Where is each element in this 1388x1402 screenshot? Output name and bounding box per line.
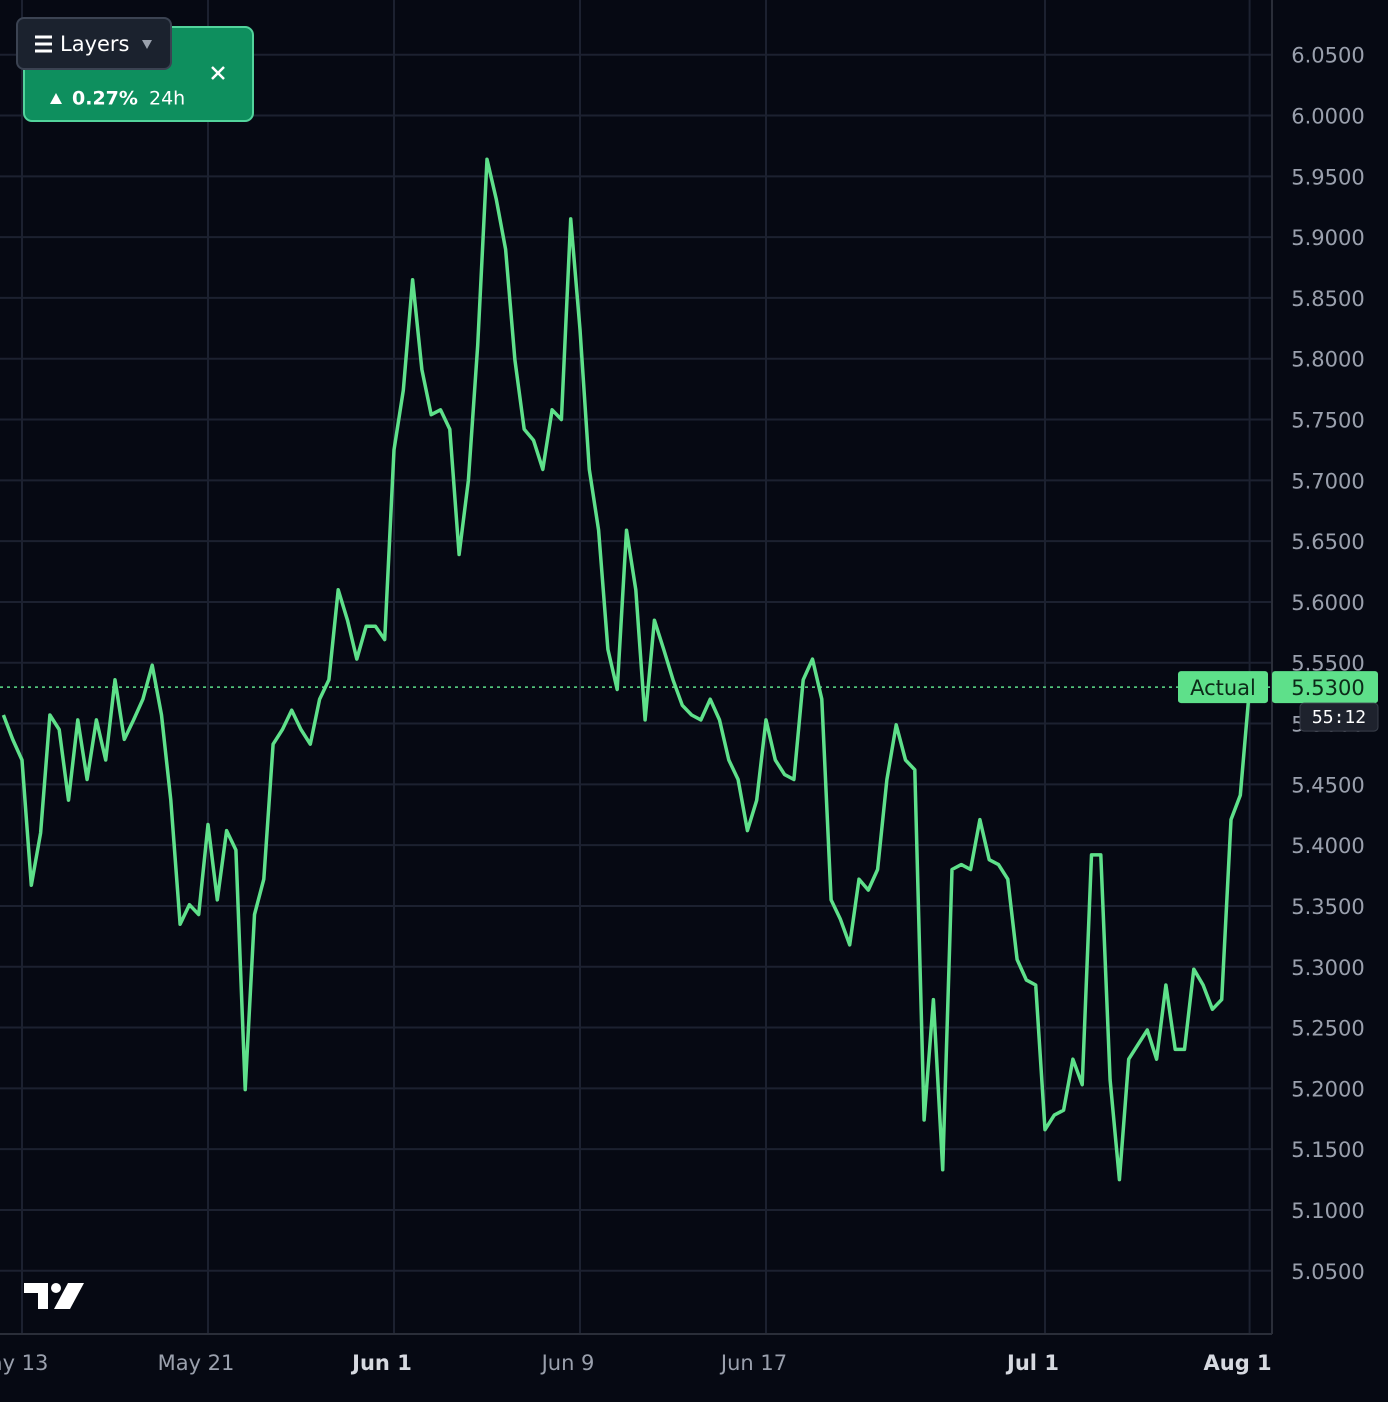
y-tick-label: 5.4000 <box>1291 834 1364 858</box>
last-price-bg <box>1272 671 1378 704</box>
y-tick-label: 5.4500 <box>1291 773 1364 797</box>
actual-tag-bg <box>1178 671 1268 704</box>
x-tick-label: Aug 1 <box>1204 1351 1272 1375</box>
x-tick-label: May 21 <box>158 1351 235 1375</box>
layers-label: Layers <box>60 32 130 56</box>
y-tick-label: 5.8000 <box>1291 348 1364 372</box>
y-tick-label: 5.3000 <box>1291 956 1364 980</box>
x-tick-label: Jul 1 <box>1005 1351 1059 1375</box>
x-tick-label: May 13 <box>0 1351 48 1375</box>
change: 0.27% <box>72 88 138 110</box>
y-tick-label: 5.9500 <box>1291 165 1364 189</box>
y-tick-label: 6.0500 <box>1291 44 1364 68</box>
y-tick-label: 5.2500 <box>1291 1017 1364 1041</box>
y-tick-label: 5.9000 <box>1291 226 1364 250</box>
close-button[interactable] <box>211 66 225 80</box>
last-price-label: 5.5300 <box>1291 676 1364 700</box>
grid <box>0 0 1272 1334</box>
tradingview-logo <box>24 1283 84 1309</box>
countdown: 55:12 <box>1312 707 1366 728</box>
y-tick-label: 5.8500 <box>1291 287 1364 311</box>
y-tick-label: 5.2000 <box>1291 1077 1364 1101</box>
x-tick-label: Jun 1 <box>350 1351 412 1375</box>
y-tick-label: 5.6500 <box>1291 530 1364 554</box>
y-tick-label: 5.7500 <box>1291 409 1364 433</box>
y-tick-label: 5.1500 <box>1291 1138 1364 1162</box>
y-tick-label: 6.0000 <box>1291 105 1364 129</box>
plot <box>0 157 1272 1182</box>
price-line <box>1 157 1252 1182</box>
y-tick-label: 5.0500 <box>1291 1260 1364 1284</box>
y-tick-label: 5.7000 <box>1291 469 1364 493</box>
layers-button[interactable]: Layers <box>16 17 172 70</box>
actual-tag: Actual <box>1190 676 1256 700</box>
up-arrow <box>50 93 62 104</box>
x-tick-label: Jun 17 <box>719 1351 787 1375</box>
x-tick-label: Jun 9 <box>540 1351 595 1375</box>
y-tick-label: 5.6000 <box>1291 591 1364 615</box>
y-tick-label: 5.1000 <box>1291 1199 1364 1223</box>
period: 24h <box>149 88 185 110</box>
y-tick-label: 5.3500 <box>1291 895 1364 919</box>
countdown-bg <box>1299 702 1379 732</box>
